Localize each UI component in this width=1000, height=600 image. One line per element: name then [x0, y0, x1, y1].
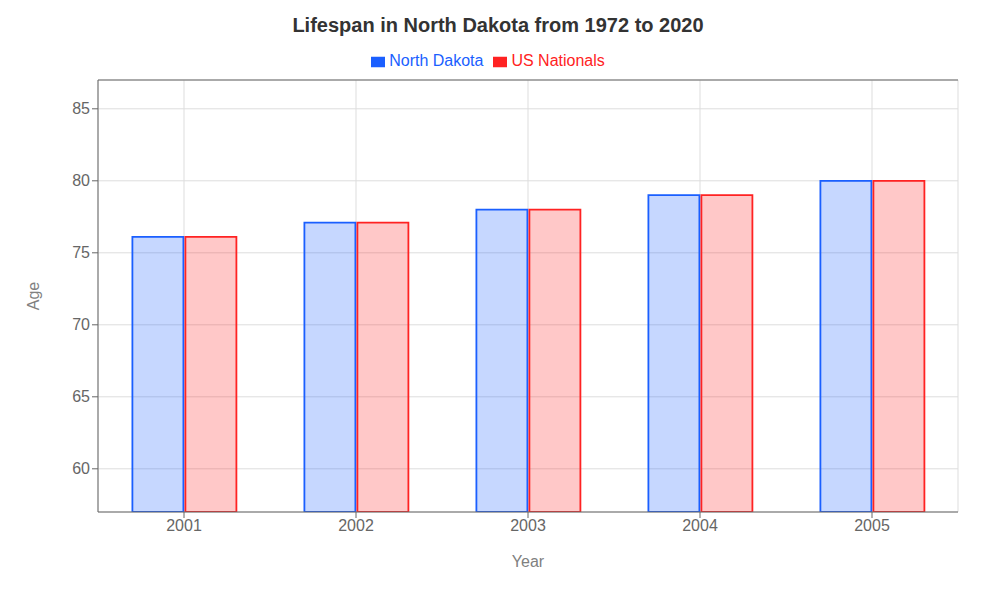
svg-text:2002: 2002 — [338, 517, 374, 534]
svg-text:2001: 2001 — [166, 517, 202, 534]
svg-text:70: 70 — [72, 316, 90, 333]
svg-text:Age: Age — [25, 282, 42, 311]
svg-text:2004: 2004 — [682, 517, 718, 534]
svg-text:80: 80 — [72, 172, 90, 189]
svg-text:2005: 2005 — [854, 517, 890, 534]
svg-text:75: 75 — [72, 244, 90, 261]
svg-text:85: 85 — [72, 100, 90, 117]
svg-text:65: 65 — [72, 388, 90, 405]
svg-text:2003: 2003 — [510, 517, 546, 534]
html-text:US Nationals: US Nationals — [511, 52, 605, 69]
html-text:Lifespan in North Dakota from: Lifespan in North Dakota from 1972 to 20… — [292, 14, 704, 36]
svg-text:60: 60 — [72, 460, 90, 477]
svg-text:Year: Year — [512, 553, 545, 570]
html-text:North Dakota: North Dakota — [389, 52, 484, 69]
